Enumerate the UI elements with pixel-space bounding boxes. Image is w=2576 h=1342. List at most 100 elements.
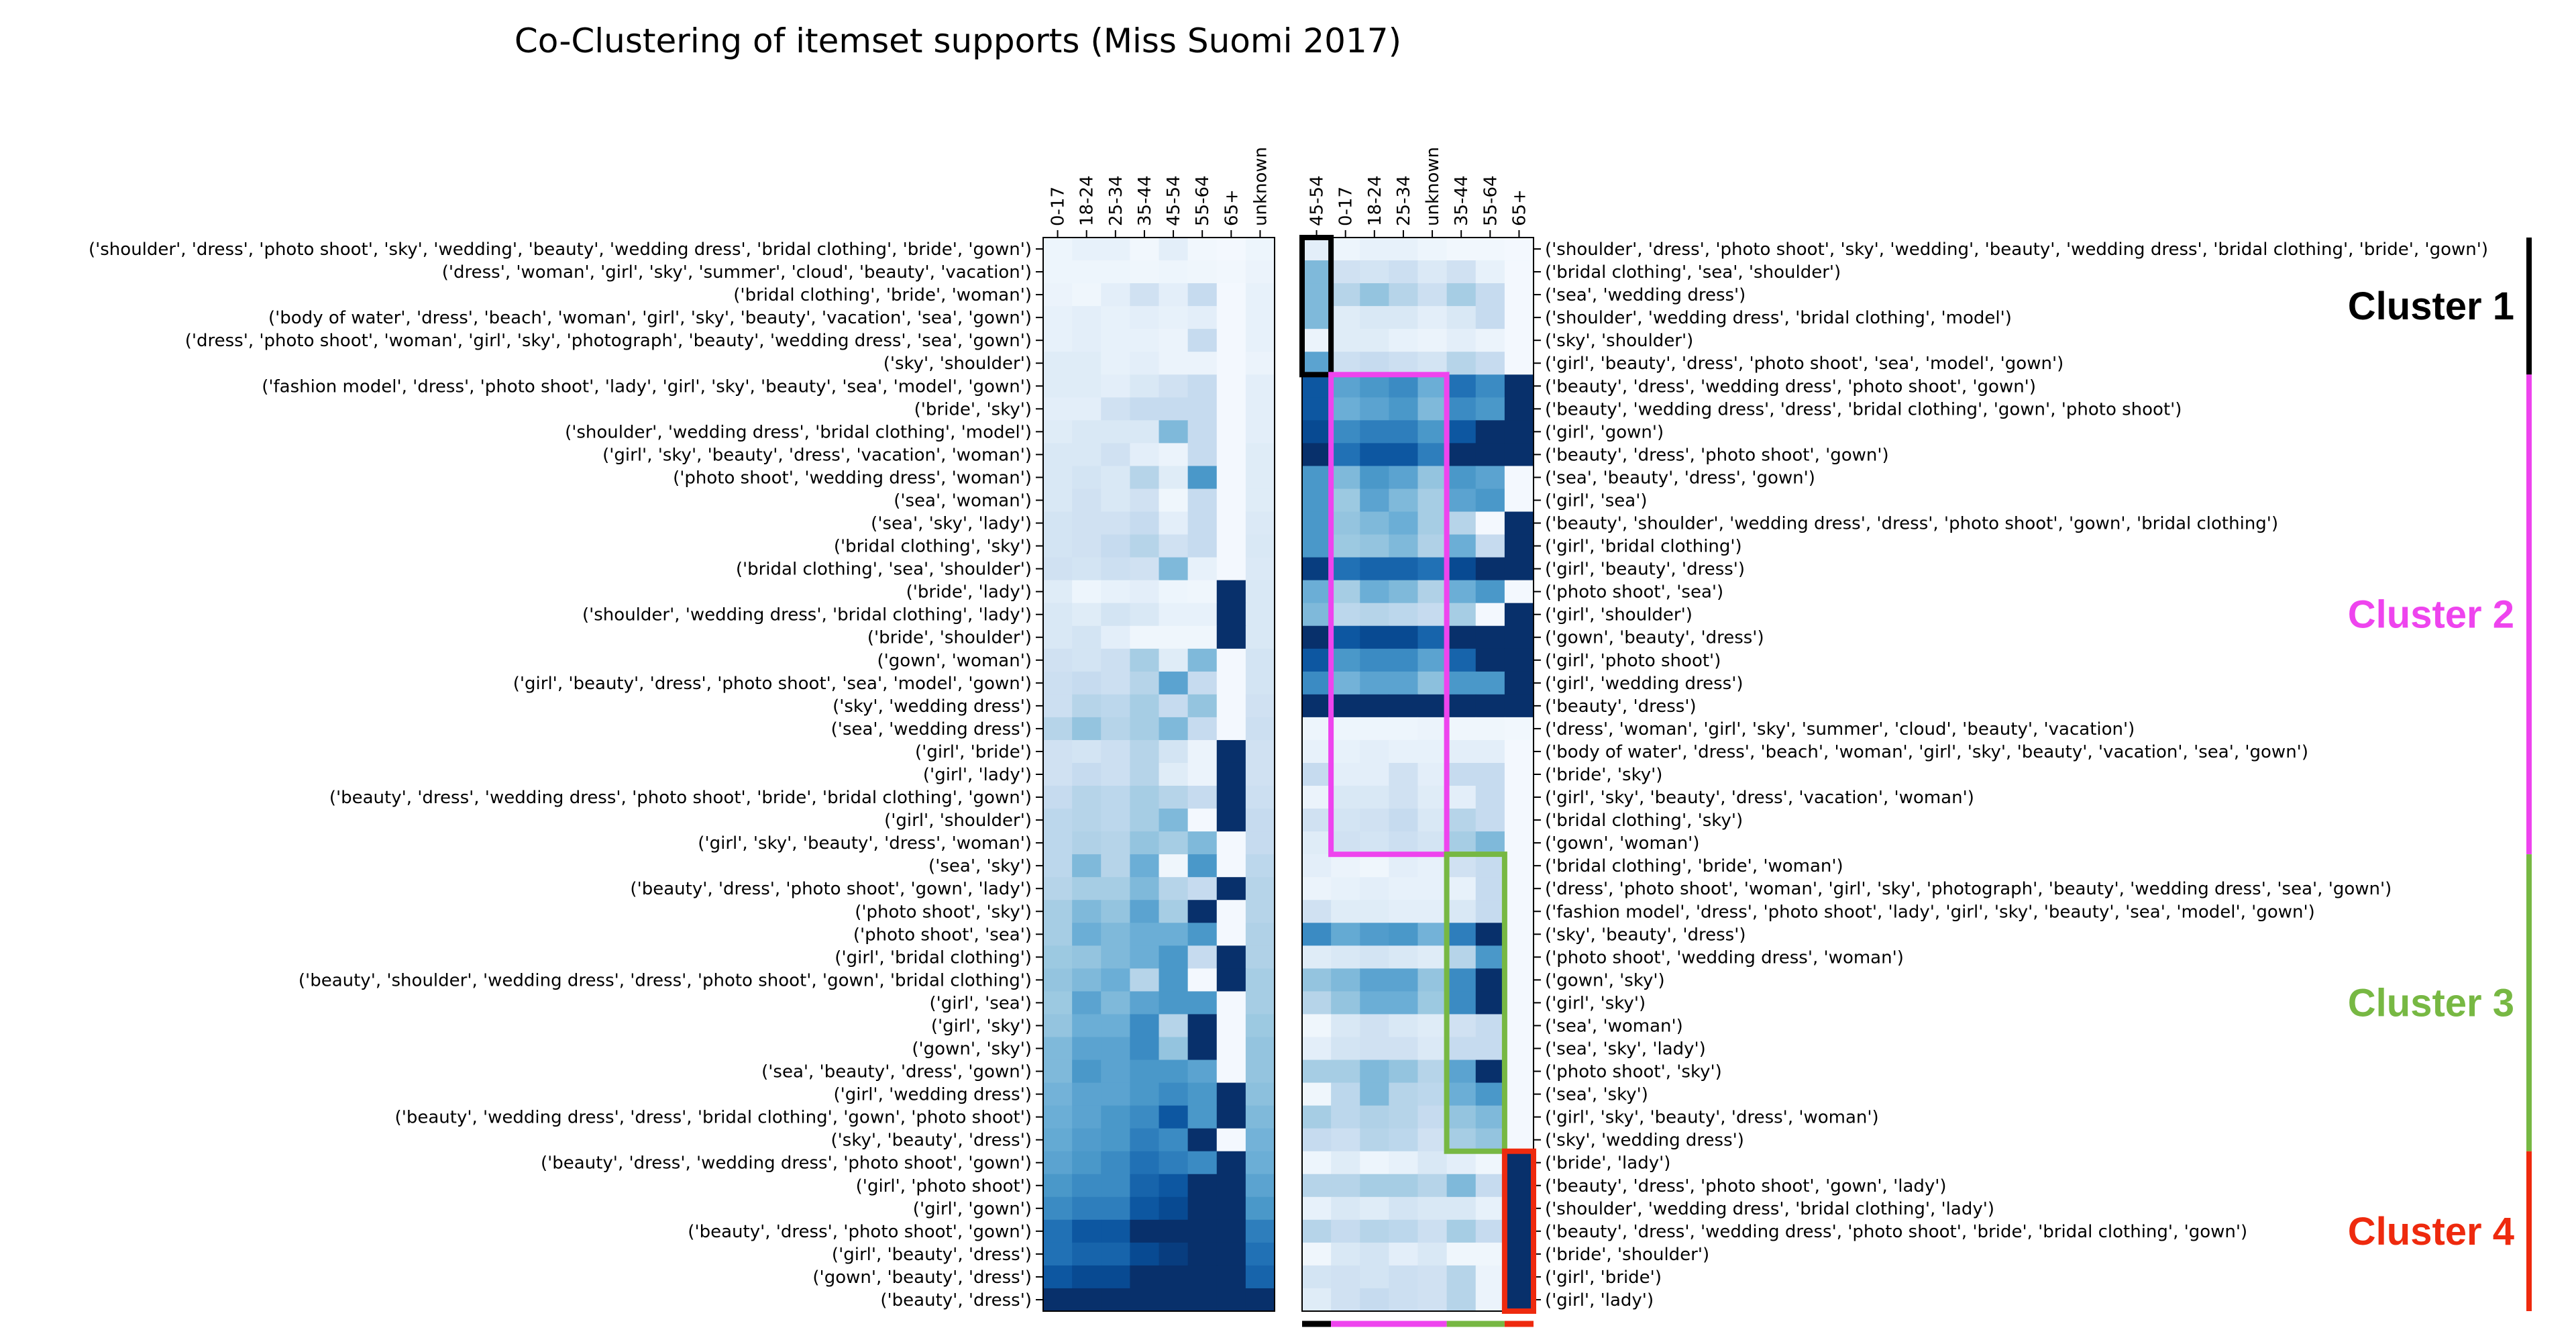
right-heatmap-cell <box>1504 968 1534 992</box>
right-heatmap-cell <box>1389 557 1419 581</box>
right-heatmap-cell <box>1475 1128 1505 1152</box>
left-heatmap-cell <box>1187 238 1218 261</box>
right-heatmap-cell <box>1417 923 1448 946</box>
left-heatmap-cell <box>1072 1105 1102 1129</box>
left-heatmap-cell <box>1245 831 1275 855</box>
left-heatmap-cell <box>1159 854 1189 878</box>
left-heatmap-cell <box>1130 1242 1160 1266</box>
left-heatmap-row-label: ('gown', 'sky') <box>912 1039 1032 1060</box>
left-heatmap-row-label: ('beauty', 'shoulder', 'wedding dress', … <box>299 970 1032 990</box>
left-heatmap-row-label: ('girl', 'sky') <box>931 1017 1032 1037</box>
left-heatmap-cell <box>1245 238 1275 261</box>
right-heatmap-cell <box>1360 877 1389 900</box>
right-heatmap-cell <box>1504 397 1534 421</box>
left-heatmap-cell <box>1216 557 1246 581</box>
left-heatmap-cell <box>1245 717 1275 741</box>
left-heatmap-col-label: unknown <box>1250 147 1271 226</box>
left-heatmap-cell <box>1187 260 1218 284</box>
left-heatmap-cell <box>1130 397 1160 421</box>
left-heatmap-cell <box>1159 557 1189 581</box>
right-heatmap-cell <box>1446 329 1477 352</box>
right-heatmap-cell <box>1302 1014 1332 1038</box>
left-heatmap-cell <box>1043 534 1073 558</box>
right-heatmap-cell <box>1389 739 1419 764</box>
right-heatmap-row-label: ('shoulder', 'wedding dress', 'bridal cl… <box>1545 1199 1994 1219</box>
left-heatmap-cell <box>1187 762 1218 786</box>
right-heatmap-cell <box>1475 762 1505 786</box>
left-heatmap-cell <box>1159 534 1189 558</box>
right-heatmap-col-label: 25-34 <box>1394 175 1414 226</box>
right-heatmap-cell <box>1360 648 1389 672</box>
right-heatmap-cell <box>1417 1128 1448 1152</box>
right-heatmap-cell <box>1302 603 1332 627</box>
left-heatmap-cell <box>1072 352 1102 375</box>
cluster-3-label: Cluster 3 <box>2348 981 2514 1025</box>
left-heatmap-cell <box>1130 238 1160 261</box>
left-heatmap-cell <box>1043 580 1073 604</box>
left-heatmap-cell <box>1043 854 1073 878</box>
right-heatmap-cell <box>1389 923 1419 946</box>
left-heatmap-cell <box>1130 557 1160 581</box>
right-heatmap-cell <box>1389 260 1419 284</box>
left-heatmap-cell <box>1245 603 1275 627</box>
left-heatmap-cell <box>1187 831 1218 855</box>
left-heatmap-cell <box>1072 671 1102 695</box>
left-heatmap-cell <box>1245 352 1275 375</box>
left-heatmap-cell <box>1187 625 1218 650</box>
right-heatmap-cell <box>1417 671 1448 695</box>
left-heatmap-cell <box>1043 1288 1073 1312</box>
right-heatmap-cell <box>1475 717 1505 741</box>
left-heatmap-cell <box>1245 1060 1275 1084</box>
right-heatmap-cell <box>1302 1105 1332 1129</box>
left-heatmap-cell <box>1072 1219 1102 1243</box>
left-heatmap-cell <box>1072 238 1102 261</box>
left-heatmap-cell <box>1159 786 1189 809</box>
right-heatmap-cell <box>1389 1219 1419 1243</box>
right-heatmap-cell <box>1417 580 1448 604</box>
right-heatmap-cell <box>1302 1082 1332 1106</box>
left-heatmap-cell <box>1101 1196 1130 1221</box>
left-heatmap-cell <box>1101 739 1130 764</box>
left-heatmap-cell <box>1072 1014 1102 1038</box>
right-heatmap-cell <box>1389 991 1419 1015</box>
right-heatmap-row-label: ('beauty', 'dress', 'wedding dress', 'ph… <box>1545 1222 2247 1242</box>
right-heatmap-cell <box>1446 1288 1477 1312</box>
left-heatmap-cell <box>1159 329 1189 352</box>
left-heatmap-cell <box>1043 1128 1073 1152</box>
left-heatmap-col-label: 35-44 <box>1135 175 1155 226</box>
right-heatmap-row-label: ('girl', 'photo shoot') <box>1545 651 1721 671</box>
right-heatmap-cell <box>1446 648 1477 672</box>
left-heatmap-col-label: 45-54 <box>1164 175 1184 226</box>
cluster-2-label: Cluster 2 <box>2348 593 2514 637</box>
right-heatmap-cell <box>1504 648 1534 672</box>
right-heatmap-cell <box>1302 352 1332 375</box>
left-heatmap-cell <box>1130 854 1160 878</box>
left-heatmap-cell <box>1072 488 1102 513</box>
right-heatmap-cell <box>1417 374 1448 398</box>
left-heatmap-cell <box>1072 1060 1102 1084</box>
left-heatmap-cell <box>1072 968 1102 992</box>
right-heatmap-cell <box>1417 1219 1448 1243</box>
right-heatmap-cell <box>1331 1196 1360 1221</box>
right-heatmap-cell <box>1331 1128 1360 1152</box>
left-heatmap-row-label: ('bride', 'shoulder') <box>867 628 1032 648</box>
right-heatmap-cell <box>1302 1242 1332 1266</box>
right-heatmap-cell <box>1331 374 1360 398</box>
right-heatmap-cell <box>1360 1060 1389 1084</box>
right-heatmap-cell <box>1504 511 1534 535</box>
left-heatmap-cell <box>1245 443 1275 467</box>
left-heatmap-cell <box>1043 968 1073 992</box>
left-heatmap-row-label: ('sea', 'sky', 'lady') <box>871 514 1032 534</box>
right-heatmap-cell <box>1504 694 1534 718</box>
right-heatmap-cell <box>1389 420 1419 444</box>
left-heatmap-cell <box>1159 945 1189 969</box>
left-heatmap-cell <box>1245 420 1275 444</box>
right-heatmap-cell <box>1360 329 1389 352</box>
right-heatmap-cell <box>1302 534 1332 558</box>
left-heatmap-cell <box>1216 1265 1246 1289</box>
right-heatmap-cell <box>1475 306 1505 329</box>
right-heatmap-cell <box>1302 900 1332 923</box>
left-heatmap-cell <box>1216 1060 1246 1084</box>
right-heatmap-cell <box>1475 900 1505 923</box>
left-heatmap-cell <box>1216 420 1246 444</box>
